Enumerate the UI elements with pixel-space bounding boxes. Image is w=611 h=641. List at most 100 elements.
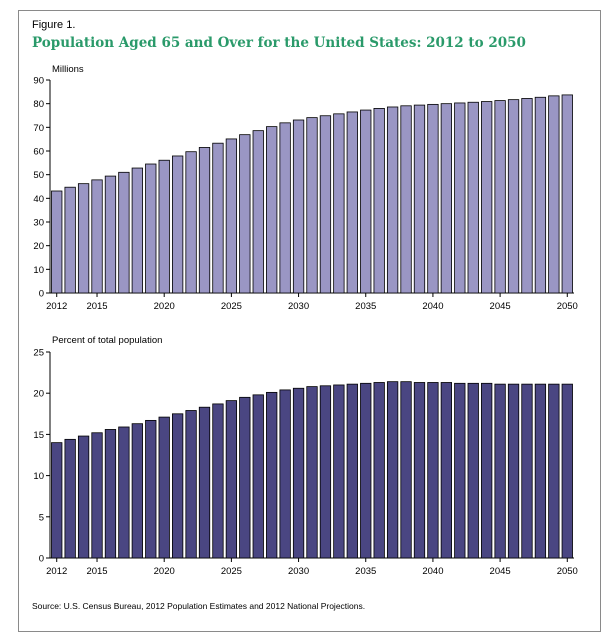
x-tick-label: 2012 (46, 566, 67, 577)
bar-2044 (481, 101, 493, 294)
bar-2032 (319, 115, 332, 294)
bar-2034 (346, 111, 358, 294)
bar-2031 (306, 386, 318, 559)
bar-2047 (521, 383, 533, 559)
x-tick-label: 2030 (288, 301, 309, 312)
bar-2039 (413, 382, 426, 559)
bar-2041 (440, 382, 452, 559)
bar-2043 (467, 101, 479, 294)
y-tick-label: 30 (33, 218, 44, 229)
y-unit-label: Millions (52, 64, 84, 75)
y-tick-label: 0 (39, 554, 44, 565)
bar-2013 (64, 438, 76, 559)
bar-2044 (481, 382, 493, 559)
bar-2036 (373, 382, 385, 559)
figure-title: Population Aged 65 and Over for the Unit… (32, 35, 526, 51)
x-tick-label: 2030 (288, 566, 309, 577)
bar-2029 (279, 122, 291, 294)
bar-2043 (467, 382, 479, 559)
figure-label: Figure 1. (32, 19, 76, 31)
x-tick-label: 2020 (154, 566, 175, 577)
x-tick-label: 2045 (490, 566, 511, 577)
y-tick-label: 0 (39, 289, 44, 300)
x-tick-label: 2045 (490, 301, 511, 312)
bar-2024 (212, 403, 224, 559)
bar-2038 (400, 105, 412, 294)
x-tick-label: 2015 (86, 566, 107, 577)
x-tick-label: 2040 (422, 301, 443, 312)
bar-2013 (64, 186, 76, 294)
figure-frame (18, 10, 601, 632)
bar-2026 (239, 396, 251, 559)
bar-2035 (360, 382, 372, 559)
bar-2033 (333, 113, 345, 294)
x-tick-label: 2050 (557, 566, 578, 577)
bar-2039 (413, 104, 426, 294)
y-tick-label: 40 (33, 194, 44, 205)
bar-2038 (400, 381, 412, 559)
y-tick-label: 5 (39, 512, 44, 523)
bar-2017 (118, 426, 130, 559)
source-note: Source: U.S. Census Bureau, 2012 Populat… (32, 601, 366, 611)
x-tick-label: 2012 (46, 301, 67, 312)
bar-2027 (252, 130, 264, 294)
bar-2031 (306, 117, 318, 294)
bar-2016 (104, 175, 117, 294)
bar-2050 (561, 383, 573, 559)
x-tick-label: 2020 (154, 301, 175, 312)
bar-2023 (198, 147, 211, 294)
bar-2040 (427, 382, 439, 559)
bar-2019 (145, 163, 157, 294)
y-tick-label: 80 (33, 99, 44, 110)
bar-2030 (292, 387, 305, 559)
y-tick-label: 25 (33, 348, 44, 359)
bar-2045 (494, 383, 506, 559)
bar-2032 (319, 385, 332, 559)
bar-2048 (534, 96, 547, 294)
x-tick-label: 2035 (355, 566, 376, 577)
bar-2028 (266, 391, 278, 559)
bar-2018 (131, 167, 143, 294)
bar-2036 (373, 108, 385, 294)
bar-2022 (185, 410, 197, 559)
bar-2016 (104, 429, 117, 559)
bar-2037 (386, 381, 399, 559)
bar-2026 (239, 134, 251, 294)
bar-2047 (521, 98, 533, 294)
x-tick-label: 2035 (355, 301, 376, 312)
y-tick-label: 20 (33, 389, 44, 400)
bar-2023 (198, 406, 211, 559)
x-tick-label: 2050 (557, 301, 578, 312)
bar-2017 (118, 171, 130, 294)
x-tick-label: 2040 (422, 566, 443, 577)
bar-2042 (454, 102, 466, 294)
y-tick-label: 10 (33, 265, 44, 276)
bar-2021 (172, 155, 184, 294)
bar-2022 (185, 151, 197, 294)
bar-2037 (386, 106, 399, 294)
bar-2049 (548, 95, 560, 294)
bar-2027 (252, 394, 264, 559)
y-tick-label: 15 (33, 430, 44, 441)
bar-2012 (51, 442, 63, 559)
bar-2028 (266, 126, 278, 294)
bar-2046 (507, 99, 520, 294)
x-tick-label: 2025 (221, 301, 242, 312)
bar-2024 (212, 142, 224, 294)
bar-2018 (131, 423, 143, 559)
bar-2046 (507, 383, 520, 559)
x-tick-label: 2025 (221, 566, 242, 577)
bar-2029 (279, 389, 291, 559)
y-tick-label: 60 (33, 147, 44, 158)
bar-2041 (440, 103, 452, 294)
y-unit-label: Percent of total population (52, 335, 162, 346)
bar-2034 (346, 383, 358, 559)
bar-2020 (158, 416, 170, 559)
bar-2033 (333, 384, 345, 559)
y-tick-label: 70 (33, 123, 44, 134)
bar-2014 (77, 435, 90, 559)
bar-2042 (454, 382, 466, 559)
bar-2048 (534, 383, 547, 559)
